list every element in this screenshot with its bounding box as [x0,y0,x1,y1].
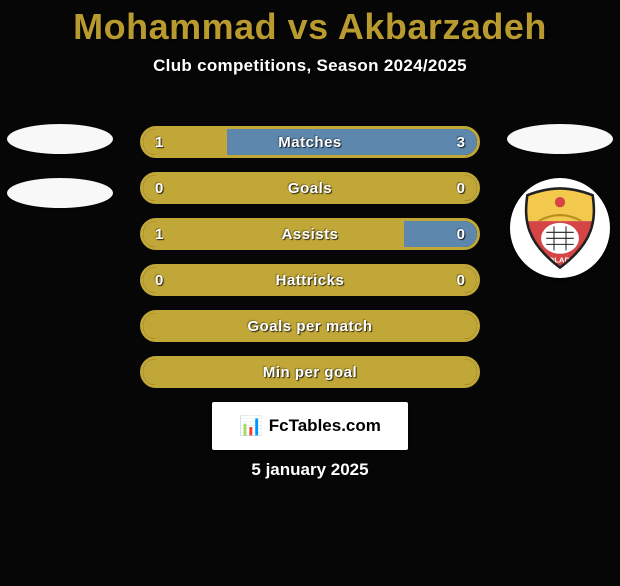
left-player-club-placeholder [7,178,113,208]
club-badge-label: FOOLAD FC [537,255,583,264]
stat-value-right: 3 [457,129,465,155]
stat-row: Min per goal [140,356,480,388]
comparison-bars: 1Matches30Goals01Assists00Hattricks0Goal… [140,126,480,402]
stat-label: Assists [143,221,477,247]
stat-row: Goals per match [140,310,480,342]
stat-row: 1Assists0 [140,218,480,250]
left-player-avatar-placeholder [7,124,113,154]
stat-row: 0Goals0 [140,172,480,204]
fctables-label: FcTables.com [269,416,381,436]
stat-value-right: 0 [457,175,465,201]
fctables-watermark: 📊 FcTables.com [212,402,408,450]
foolad-shield-icon: FOOLAD FC [517,185,603,271]
subtitle: Club competitions, Season 2024/2025 [0,56,620,76]
stat-label: Matches [143,129,477,155]
right-player-club-badge: FOOLAD FC [510,178,610,278]
page-title: Mohammad vs Akbarzadeh [0,6,620,48]
stat-label: Min per goal [143,359,477,385]
stat-label: Goals per match [143,313,477,339]
stat-label: Hattricks [143,267,477,293]
stat-row: 0Hattricks0 [140,264,480,296]
stat-label: Goals [143,175,477,201]
stat-value-right: 0 [457,267,465,293]
left-player-column [0,116,120,232]
stat-value-right: 0 [457,221,465,247]
right-player-column: FOOLAD FC [500,116,620,278]
stat-row: 1Matches3 [140,126,480,158]
fctables-chart-icon: 📊 [239,417,263,436]
right-player-avatar-placeholder [507,124,613,154]
snapshot-date: 5 january 2025 [0,460,620,480]
